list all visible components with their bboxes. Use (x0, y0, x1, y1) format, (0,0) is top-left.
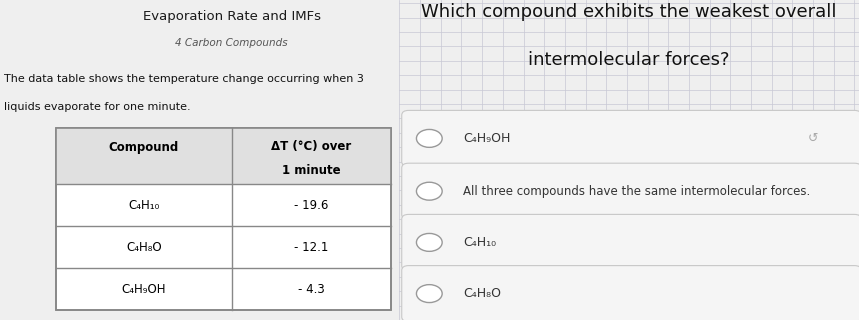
Text: C₄H₈O: C₄H₈O (463, 287, 501, 300)
Circle shape (417, 129, 442, 147)
Text: C₄H₁₀: C₄H₁₀ (128, 199, 160, 212)
Text: ΔT (°C) over: ΔT (°C) over (271, 140, 351, 153)
Text: 4 Carbon Compounds: 4 Carbon Compounds (175, 38, 288, 48)
Text: C₄H₉OH: C₄H₉OH (121, 283, 166, 296)
FancyBboxPatch shape (402, 266, 859, 320)
Circle shape (417, 182, 442, 200)
Text: C₄H₁₀: C₄H₁₀ (463, 236, 496, 249)
Text: C₄H₈O: C₄H₈O (126, 241, 161, 254)
Bar (56, 128, 392, 310)
Text: ↺: ↺ (807, 132, 819, 145)
Circle shape (417, 234, 442, 252)
Text: - 19.6: - 19.6 (295, 199, 329, 212)
Text: liquids evaporate for one minute.: liquids evaporate for one minute. (4, 102, 191, 112)
Text: Which compound exhibits the weakest overall: Which compound exhibits the weakest over… (422, 3, 837, 21)
FancyBboxPatch shape (402, 214, 859, 270)
Text: intermolecular forces?: intermolecular forces? (528, 51, 730, 69)
Text: 1 minute: 1 minute (283, 164, 341, 177)
Text: The data table shows the temperature change occurring when 3: The data table shows the temperature cha… (4, 74, 364, 84)
Bar (56, 128, 392, 310)
Text: - 4.3: - 4.3 (298, 283, 325, 296)
Text: C₄H₉OH: C₄H₉OH (463, 132, 510, 145)
Text: Evaporation Rate and IMFs: Evaporation Rate and IMFs (143, 10, 320, 23)
FancyBboxPatch shape (402, 163, 859, 219)
Circle shape (417, 285, 442, 303)
Bar (56, 128, 392, 184)
Text: - 12.1: - 12.1 (295, 241, 329, 254)
FancyBboxPatch shape (402, 110, 859, 166)
Text: Compound: Compound (109, 141, 179, 155)
Text: All three compounds have the same intermolecular forces.: All three compounds have the same interm… (463, 185, 810, 198)
